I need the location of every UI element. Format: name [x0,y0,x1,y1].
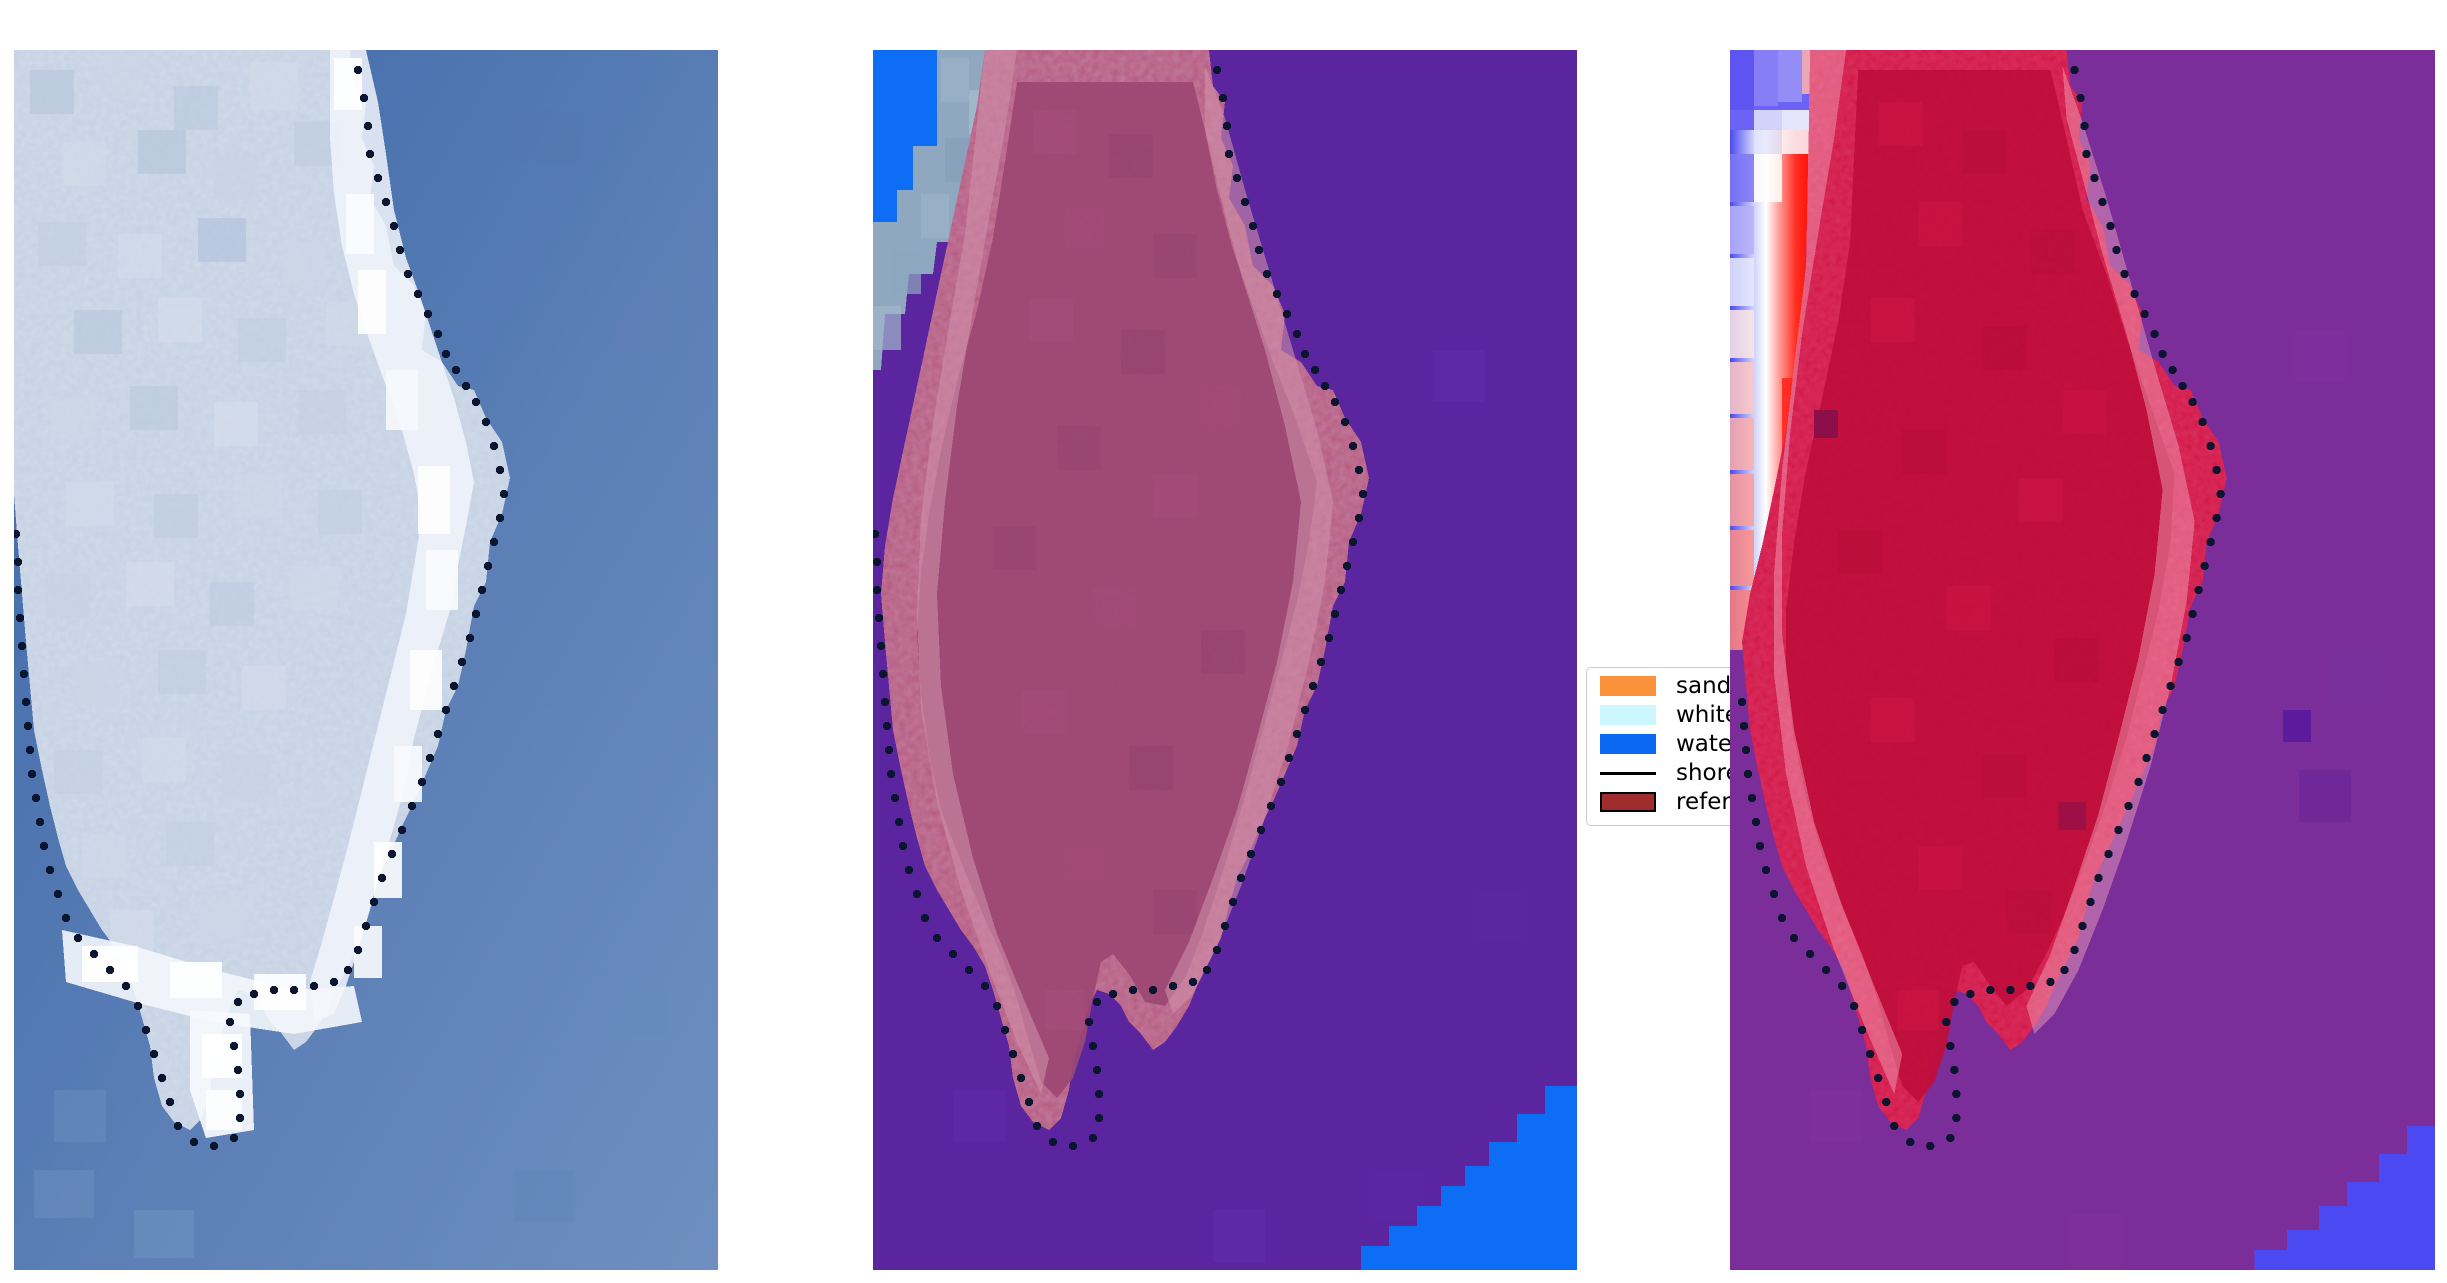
panel-l8[interactable]: L8 [1730,50,2435,1270]
reference-swatch [1600,792,1656,812]
legend-row-water: water [1600,731,1742,757]
l8-image [1730,50,2435,1270]
sand-swatch [1600,676,1656,696]
whitewater-swatch [1600,705,1656,725]
legend-label-sand: sand [1676,672,1732,699]
shoreline-dots [14,65,509,1151]
panel-rgb-composite[interactable]: 2018-05-13-09-59-23 [873,50,1577,1270]
rgb-image [873,50,1577,1270]
sar-image [14,50,718,1270]
water-swatch [1600,734,1656,754]
legend-row-sand: sand [1600,673,1731,699]
legend-label-water: water [1676,730,1742,757]
panel-sar1365[interactable]: sar1365 [14,50,718,1270]
shoreline-dots [873,65,1368,1151]
shoreline-line-swatch [1600,763,1656,783]
shoreline-dots [1737,65,2225,1151]
